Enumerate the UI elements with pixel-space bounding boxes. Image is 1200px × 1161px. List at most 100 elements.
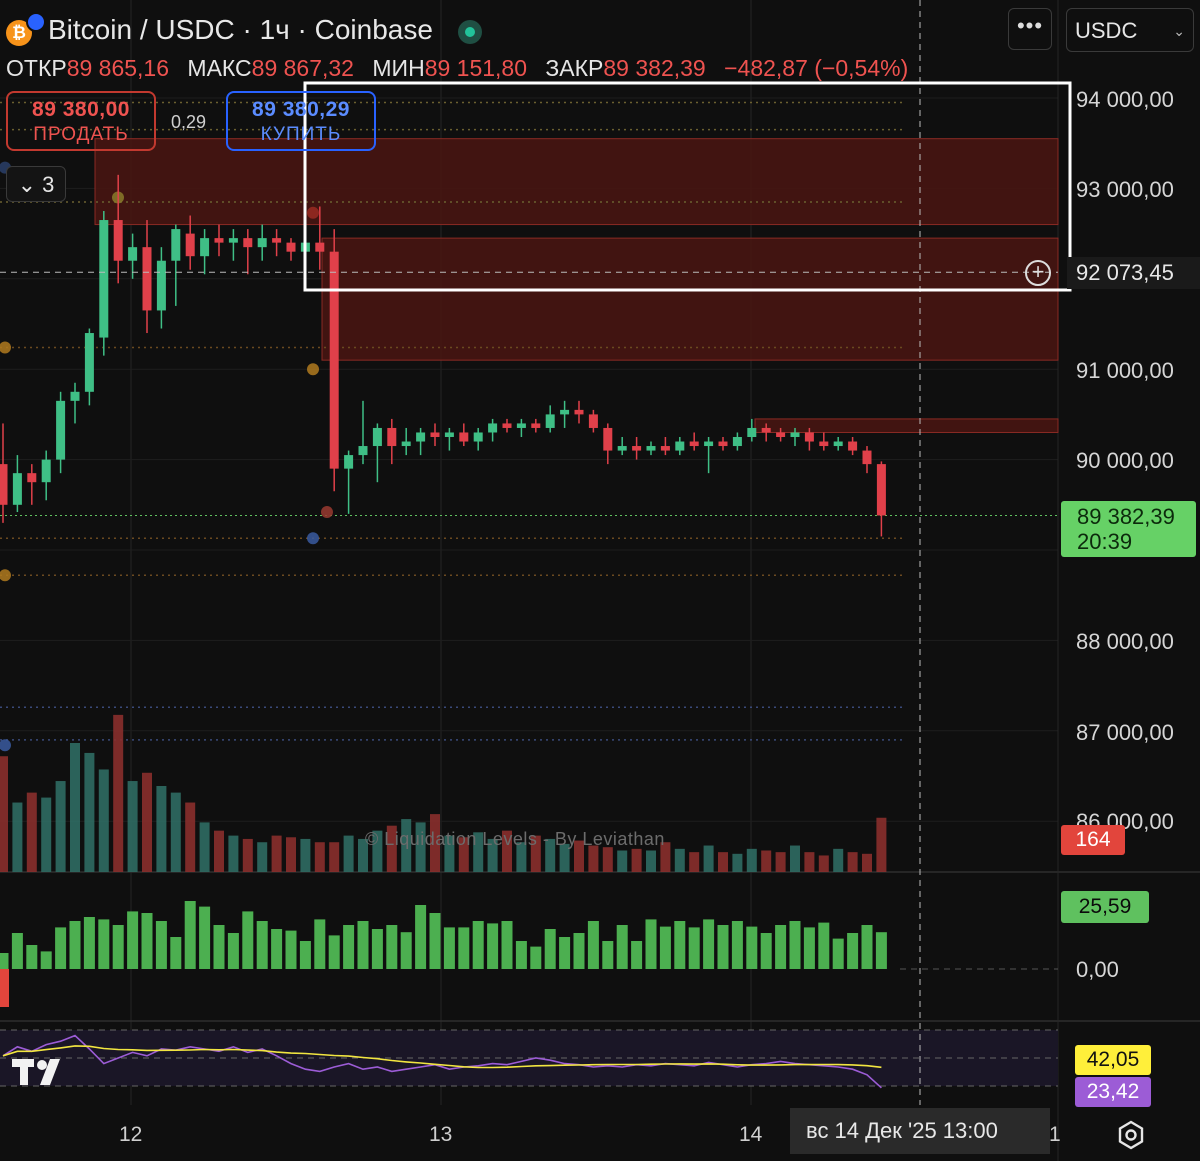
oscillator-bar xyxy=(645,919,657,969)
candle-body xyxy=(790,432,800,437)
low-label: МИН xyxy=(372,55,425,81)
oscillator-bar xyxy=(631,941,643,969)
oscillator-bar xyxy=(256,921,268,969)
volume-bar xyxy=(214,830,224,872)
volume-bar xyxy=(862,853,872,872)
candle-body xyxy=(804,432,814,442)
oscillator-bar xyxy=(141,913,153,969)
more-menu-button[interactable]: ••• xyxy=(1008,8,1052,50)
currency-select[interactable]: USDC ⌄ xyxy=(1066,8,1194,52)
oscillator-bar xyxy=(170,937,182,969)
liquidation-level-marker xyxy=(0,341,11,354)
candle-body xyxy=(718,441,728,447)
oscillator-bar xyxy=(472,921,484,969)
volume-bar xyxy=(718,852,728,872)
oscillator-bar xyxy=(343,925,355,969)
liquidation-zone xyxy=(321,237,1059,361)
oscillator-bar xyxy=(530,946,542,969)
indicator-count: 3 xyxy=(42,172,55,197)
oscillator-bar xyxy=(112,925,124,969)
volume-bar xyxy=(530,835,541,872)
symbol-title[interactable]: Bitcoin / USDC · 1ч · Coinbase xyxy=(48,14,433,45)
candle-body xyxy=(156,260,166,311)
candle-body xyxy=(660,446,670,451)
oscillator-bar xyxy=(818,922,830,969)
chevron-down-icon: ⌄ xyxy=(1173,23,1185,39)
candle-body xyxy=(545,414,555,428)
volume-bar xyxy=(430,814,440,872)
oscillator-bar xyxy=(213,925,225,969)
volume-bar xyxy=(876,817,887,872)
candle-body xyxy=(99,220,109,338)
price-axis-label: 88 000,00 xyxy=(1076,629,1174,654)
oscillator-tag: 25,59 xyxy=(1061,891,1149,923)
volume-bar xyxy=(286,837,296,872)
oscillator-bar xyxy=(674,921,686,969)
volume-bar xyxy=(242,838,253,872)
oscillator-bar xyxy=(875,932,887,969)
volume-bar xyxy=(689,852,700,872)
volume-bar xyxy=(329,842,340,872)
volume-bar xyxy=(559,843,570,872)
oscillator-bar xyxy=(371,929,383,969)
oscillator-bar xyxy=(602,941,614,969)
candle-body xyxy=(488,423,498,433)
candle-body xyxy=(272,238,282,243)
volume-bar xyxy=(98,769,109,872)
oscillator-bar xyxy=(515,941,527,969)
volume-bar xyxy=(185,802,196,872)
candle-body xyxy=(329,251,339,469)
candle-body xyxy=(617,446,627,451)
crosshair-price-label: 92 073,45 xyxy=(1067,257,1200,289)
volume-tag: 164 xyxy=(1061,825,1125,855)
candle-body xyxy=(142,247,152,311)
volume-bar xyxy=(415,822,426,872)
buy-button[interactable]: 89 380,29 КУПИТЬ xyxy=(226,91,376,151)
settings-gear-icon[interactable] xyxy=(1116,1120,1146,1150)
candle-body xyxy=(574,409,584,415)
candle-body xyxy=(531,423,541,428)
current-price-tag: 89 382,39 20:39 xyxy=(1061,501,1196,557)
rsi-lines xyxy=(0,1029,1058,1089)
candle-body xyxy=(315,242,325,252)
volume-bar xyxy=(833,848,844,872)
add-alert-plus-icon[interactable]: + xyxy=(1025,260,1051,286)
liquidation-zones xyxy=(94,138,1059,433)
price-axis-label: 90 000,00 xyxy=(1076,448,1174,473)
candle-body xyxy=(704,441,714,447)
candle-body xyxy=(243,238,253,248)
oscillator-bar xyxy=(789,921,801,969)
oscillator-bar xyxy=(314,919,326,969)
sell-button[interactable]: 89 380,00 ПРОДАТЬ xyxy=(6,91,156,151)
price-axis-label: 91 000,00 xyxy=(1076,358,1174,383)
volume-bar xyxy=(257,842,268,872)
time-axis-label: 1 xyxy=(1049,1123,1061,1146)
candle-body xyxy=(732,437,742,447)
oscillator-bar xyxy=(400,932,412,969)
indicators-toggle-button[interactable]: ⌄ 3 xyxy=(6,166,66,202)
oscillator-bar xyxy=(501,921,513,969)
candle-body xyxy=(27,473,37,483)
volume-bar xyxy=(386,825,397,872)
volume-bars xyxy=(0,714,887,872)
rsi-ma-line xyxy=(2,1045,882,1069)
oscillator-bar xyxy=(328,935,340,969)
candle-body xyxy=(70,391,80,401)
liquidation-level-marker xyxy=(0,569,11,582)
volume-bar xyxy=(660,842,671,872)
oscillator-bar xyxy=(775,925,787,969)
volume-bar xyxy=(545,838,556,872)
tradingview-logo-icon xyxy=(12,1059,60,1085)
candle-body xyxy=(200,238,210,257)
oscillator-bar xyxy=(83,917,95,969)
candle-body xyxy=(603,427,613,451)
volume-bar xyxy=(26,792,37,872)
oscillator-bar xyxy=(746,926,758,969)
candle-body xyxy=(473,432,483,442)
volume-bar xyxy=(372,830,383,872)
candle-body xyxy=(430,432,440,437)
oscillator-bar xyxy=(573,933,585,969)
candle-body xyxy=(646,446,656,451)
low-value: 89 151,80 xyxy=(424,55,528,81)
